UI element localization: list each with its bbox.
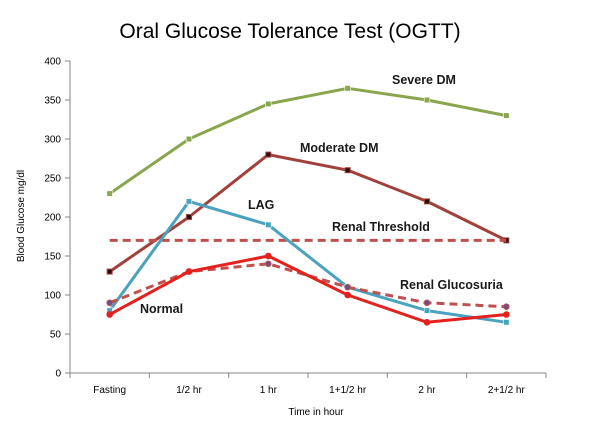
- data-point-lag: [185, 198, 193, 205]
- y-tick-label: 350: [44, 96, 61, 107]
- data-point-moderate-dm: [106, 268, 113, 275]
- data-point-normal: [106, 311, 113, 318]
- y-tick-label: 200: [44, 213, 61, 224]
- data-point-lag: [265, 221, 272, 228]
- data-point-normal: [423, 319, 431, 326]
- y-tick-label: 400: [44, 57, 61, 68]
- series-line-moderate-dm: [108, 153, 507, 273]
- series-label-renal-threshold: Renal Threshold: [332, 220, 430, 234]
- x-tick-label: 1+1/2 hr: [329, 385, 367, 396]
- data-point-lag: [423, 307, 431, 314]
- data-point-severe-dm: [106, 190, 113, 197]
- data-point-severe-dm: [265, 100, 272, 107]
- data-point-moderate-dm: [265, 151, 272, 158]
- y-tick-label: 150: [44, 252, 61, 263]
- series-label-normal: Normal: [140, 302, 183, 316]
- x-tick-label: Fasting: [93, 385, 126, 396]
- series-lag: [106, 198, 510, 326]
- data-point-lag: [503, 319, 510, 326]
- x-tick-label: 2+1/2 hr: [488, 385, 526, 396]
- series-label-moderate-dm: Moderate DM: [300, 141, 378, 155]
- series-line-lag: [108, 199, 507, 324]
- data-point-renal-glucosuria: [423, 299, 431, 307]
- y-axis-title: Blood Glucose mg/dl: [16, 170, 27, 262]
- data-point-renal-glucosuria: [503, 303, 510, 311]
- series-line-normal: [108, 254, 507, 324]
- data-point-moderate-dm: [344, 167, 351, 174]
- data-point-severe-dm: [344, 85, 351, 92]
- data-point-severe-dm: [503, 112, 510, 119]
- data-point-renal-glucosuria: [265, 260, 272, 268]
- series-line-severe-dm: [108, 86, 507, 195]
- data-point-normal: [265, 252, 272, 260]
- series-label-renal-glucosuria: Renal Glucosuria: [400, 278, 504, 292]
- data-point-renal-glucosuria: [344, 283, 351, 291]
- x-tick-label: 1/2 hr: [176, 385, 202, 396]
- data-point-moderate-dm: [186, 214, 192, 220]
- y-tick-label: 100: [44, 291, 61, 302]
- data-point-renal-glucosuria: [106, 299, 113, 307]
- series-label-lag: LAG: [248, 198, 274, 212]
- x-tick-label: 2 hr: [418, 385, 436, 396]
- y-tick-label: 50: [50, 330, 62, 341]
- y-tick-label: 250: [44, 174, 61, 185]
- y-tick-label: 300: [44, 135, 61, 146]
- data-point-normal: [344, 291, 351, 299]
- data-point-moderate-dm: [424, 198, 430, 205]
- series-label-severe-dm: Severe DM: [392, 73, 456, 87]
- series-line-renal-glucosuria: [109, 262, 507, 309]
- data-point-normal: [503, 311, 510, 318]
- y-tick-label: 0: [55, 369, 61, 380]
- chart-title: Oral Glucose Tolerance Test (OGTT): [119, 20, 460, 43]
- data-point-normal: [185, 268, 193, 275]
- series-severe-dm: [106, 85, 510, 197]
- x-tick-label: 1 hr: [260, 385, 278, 396]
- data-point-severe-dm: [185, 135, 193, 143]
- data-point-severe-dm: [423, 96, 431, 104]
- series-normal: [106, 252, 510, 326]
- x-axis-title: Time in hour: [288, 407, 344, 418]
